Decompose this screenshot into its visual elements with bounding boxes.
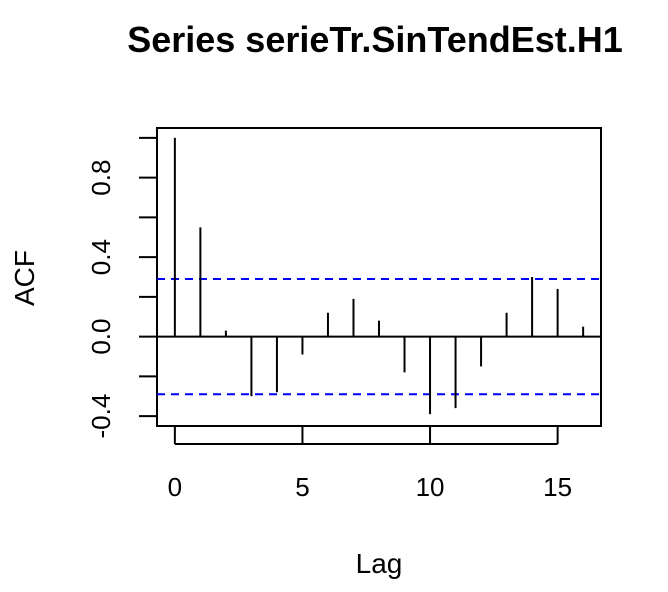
y-tick-label: 0.4 bbox=[86, 239, 116, 275]
plot-frame bbox=[156, 127, 602, 427]
y-axis-label: ACF bbox=[9, 250, 40, 306]
confidence-bounds bbox=[157, 277, 601, 396]
x-axis: 0 5 10 15 bbox=[168, 426, 572, 502]
acf-bars bbox=[173, 137, 585, 415]
x-axis-label: Lag bbox=[356, 548, 403, 579]
y-tick-label: 0.0 bbox=[86, 319, 116, 355]
x-tick-label: 5 bbox=[295, 472, 309, 502]
chart-title: Series serieTr.SinTendEst.H1 bbox=[127, 19, 623, 60]
x-tick-label: 15 bbox=[543, 472, 572, 502]
x-tick-label: 10 bbox=[416, 472, 445, 502]
y-tick-label: -0.4 bbox=[86, 394, 116, 439]
y-axis: -0.4 0.0 0.4 0.8 bbox=[86, 136, 158, 439]
y-tick-label: 0.8 bbox=[86, 160, 116, 196]
x-tick-label: 0 bbox=[168, 472, 182, 502]
